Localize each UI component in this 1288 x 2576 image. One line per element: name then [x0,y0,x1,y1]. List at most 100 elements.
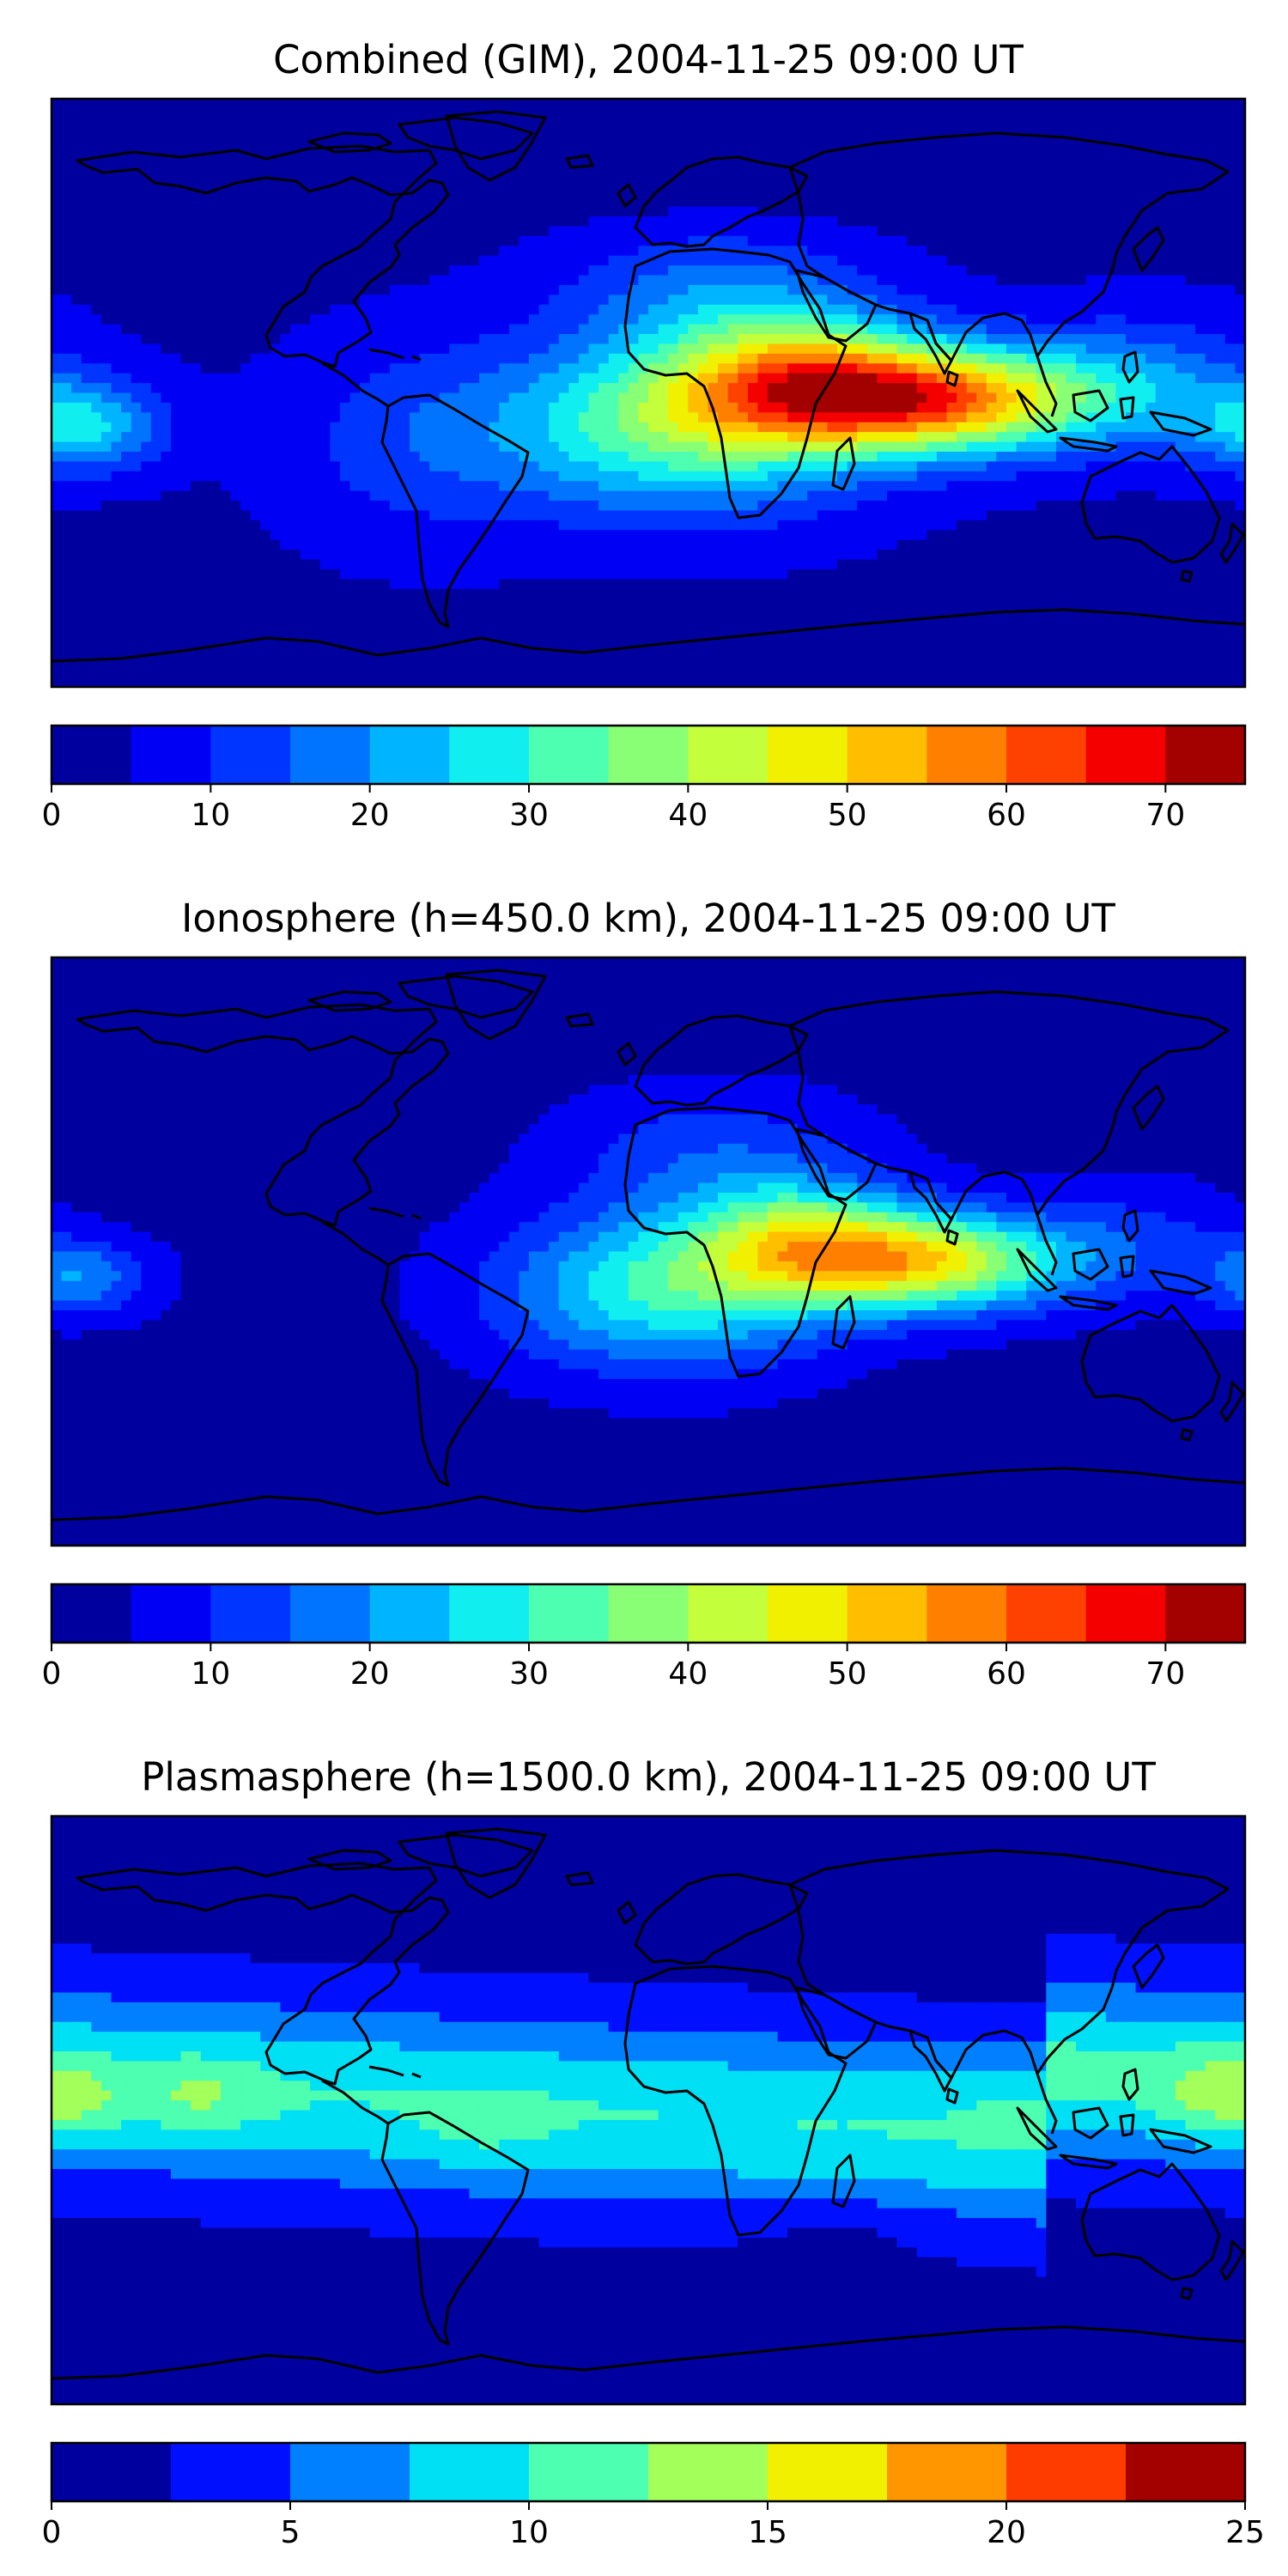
map-cell [1115,490,1127,501]
map-cell [916,99,927,110]
map-cell [887,118,898,129]
map-cell [966,383,977,394]
map-cell [578,471,590,482]
map-cell [399,314,410,325]
map-cell [280,197,291,208]
map-cell [100,186,112,197]
map-cell [837,461,848,472]
map-cell [111,118,122,129]
map-cell [936,432,948,443]
map-cell [1175,255,1187,266]
map-cell [618,353,629,364]
map-cell [1215,216,1226,228]
map-cell [787,118,799,129]
map-cell [1036,284,1047,295]
map-cell [459,284,471,295]
map-cell [499,461,510,472]
map-cell [360,118,371,129]
map-cell [797,481,808,492]
map-cell [330,373,341,384]
map-cell [360,343,371,355]
map-cell [439,334,450,345]
map-cell [121,501,132,512]
map-cell [1076,314,1087,325]
map-cell [777,186,788,197]
map-cell [1096,177,1107,188]
map-cell [330,452,341,463]
map-cell [449,334,460,345]
map-cell [677,441,689,453]
map-cell [946,452,957,463]
map-cell [1076,461,1087,472]
map-cell [907,275,918,286]
map-cell [588,206,599,217]
map-cell [91,353,102,364]
map-cell [319,284,331,295]
map-cell [91,334,102,345]
map-cell [1026,304,1037,315]
map-cell [708,186,719,197]
map-cell [549,471,560,482]
map-cell [887,108,898,119]
map-cell [1185,235,1196,246]
map-cell [1055,148,1067,159]
map-cell [131,334,142,345]
map-cell [578,363,590,374]
map-cell [538,314,550,325]
map-cell [957,471,968,482]
map-cell [877,353,888,364]
map-cell [549,392,560,404]
map-cell [91,363,102,374]
map-cell [171,334,182,345]
map-cell [270,490,282,501]
map-cell [1046,186,1057,197]
map-cell [419,99,430,110]
map-cell [877,324,888,335]
map-cell [757,216,769,228]
map-cell [896,275,908,286]
map-cell [210,353,222,364]
map-cell [121,402,132,413]
map-cell [817,167,829,178]
map-cell [658,461,669,472]
map-cell [658,402,669,413]
map-cell [896,383,908,394]
map-cell [1115,284,1127,295]
map-cell [429,490,440,501]
map-cell [1016,471,1027,482]
map-cell [469,206,480,217]
map-cell [768,353,779,364]
map-cell [1016,235,1027,246]
map-cell [827,304,838,315]
map-cell [449,343,460,355]
map-cell [1165,246,1176,257]
map-cell [300,432,311,443]
map-cell [827,412,838,423]
map-cell [1096,353,1107,364]
map-cell [1006,197,1018,208]
map-cell [558,402,569,413]
map-cell [260,206,271,217]
map-cell [91,452,102,463]
map-cell [976,324,987,335]
map-cell [1175,275,1187,286]
map-cell [708,275,719,286]
map-cell [668,108,679,119]
map-cell [360,373,371,384]
map-cell [519,275,530,286]
map-cell [1105,422,1117,433]
map-cell [658,441,669,453]
map-cell [81,490,92,501]
map-cell [787,481,799,492]
map-cell [131,324,142,335]
map-cell [52,334,63,345]
map-cell [330,304,341,315]
map-cell [916,304,927,315]
map-cell [410,265,421,276]
map-cell [1235,284,1245,295]
map-cell [1235,99,1245,110]
map-cell [787,235,799,246]
map-cell [360,334,371,345]
map-cell [1205,324,1216,335]
map-cell [588,481,599,492]
